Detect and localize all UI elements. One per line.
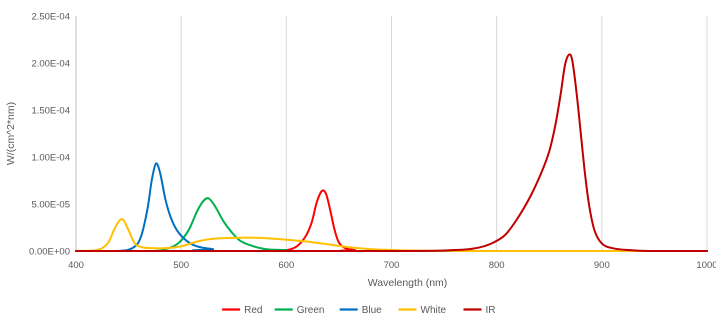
x-tick-label: 1000 xyxy=(696,260,716,271)
y-tick-label: 5.00E-05 xyxy=(31,200,70,211)
x-tick-label: 600 xyxy=(278,260,294,271)
x-tick-labels: 400 500 600 700 800 900 1000 xyxy=(68,260,716,271)
legend-item-ir: IR xyxy=(463,305,496,316)
legend-item-white: White xyxy=(398,305,447,316)
legend-label: White xyxy=(421,305,447,316)
x-tick-label: 900 xyxy=(594,260,610,271)
legend-item-blue: Blue xyxy=(339,305,382,316)
y-tick-label: 1.50E-04 xyxy=(31,106,70,117)
series-line-white xyxy=(75,218,708,252)
legend: Red Green Blue White IR xyxy=(222,305,496,316)
y-axis-title: W/(cm^2*nm) xyxy=(5,102,17,165)
y-tick-label: 1.00E-04 xyxy=(31,153,70,164)
y-tick-label: 2.50E-04 xyxy=(31,12,70,23)
x-tick-label: 500 xyxy=(173,260,189,271)
legend-item-red: Red xyxy=(222,305,262,316)
gridlines xyxy=(180,16,708,251)
legend-label: IR xyxy=(486,305,496,316)
series-line-ir xyxy=(75,53,708,253)
x-axis-title: Wavelength (nm) xyxy=(368,277,448,289)
legend-label: Red xyxy=(244,305,262,316)
x-tick-label: 800 xyxy=(489,260,505,271)
y-tick-label: 2.00E-04 xyxy=(31,59,70,70)
legend-item-green: Green xyxy=(274,305,325,316)
y-tick-labels: 0.00E+00 5.00E-05 1.00E-04 1.50E-04 2.00E-04… xyxy=(29,12,70,258)
legend-label: Blue xyxy=(362,305,382,316)
series-lines xyxy=(75,53,708,253)
y-tick-label: 0.00E+00 xyxy=(29,247,70,258)
legend-label: Green xyxy=(297,305,325,316)
x-tick-label: 400 xyxy=(68,260,84,271)
x-tick-label: 700 xyxy=(384,260,400,271)
